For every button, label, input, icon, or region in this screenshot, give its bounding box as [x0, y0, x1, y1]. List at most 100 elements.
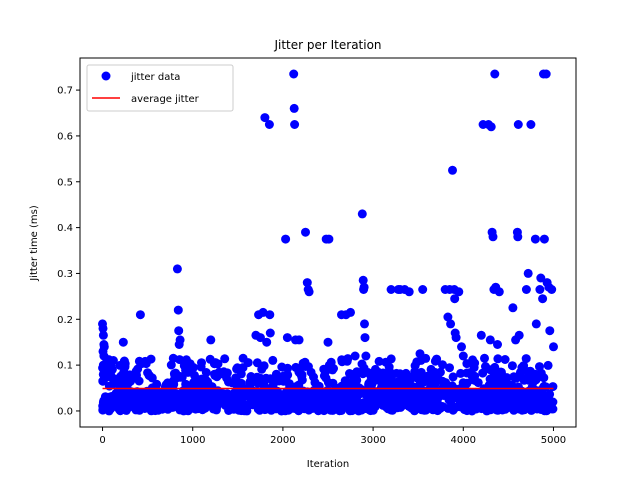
scatter-point — [538, 390, 548, 400]
scatter-point — [124, 393, 134, 402]
x-axis-label: Iteration — [307, 459, 349, 470]
scatter-point — [246, 387, 256, 397]
scatter-point — [214, 389, 224, 399]
scatter-point — [257, 379, 267, 389]
scatter-point — [535, 362, 544, 372]
scatter-point — [513, 232, 523, 242]
x-tick-label: 5000 — [541, 435, 566, 446]
scatter-point — [131, 388, 141, 398]
scatter-point — [140, 394, 150, 404]
scatter-point — [478, 368, 488, 378]
scatter-point — [490, 69, 500, 79]
scatter-point — [418, 285, 428, 294]
y-tick-label: 0.0 — [57, 406, 73, 417]
scatter-point — [106, 404, 116, 414]
scatter-point — [493, 354, 503, 364]
scatter-point — [488, 232, 498, 242]
scatter-point — [523, 391, 533, 401]
scatter-point — [171, 368, 181, 378]
scatter-point — [143, 368, 153, 378]
legend-marker-jitter — [101, 71, 111, 81]
scatter-point — [154, 398, 164, 407]
scatter-point — [494, 287, 504, 297]
scatter-point — [323, 337, 333, 347]
scatter-point — [353, 368, 363, 378]
scatter-point — [448, 372, 458, 382]
scatter-point — [324, 234, 334, 244]
scatter-point — [531, 385, 541, 395]
scatter-point — [283, 370, 293, 380]
scatter-point — [538, 294, 548, 304]
scatter-point — [364, 398, 374, 408]
scatter-point — [297, 394, 307, 404]
scatter-point — [509, 399, 519, 409]
scatter-point — [392, 368, 401, 378]
scatter-point — [535, 285, 545, 294]
scatter-point — [468, 375, 478, 385]
scatter-point — [496, 388, 506, 398]
scatter-point — [168, 382, 178, 392]
scatter-point — [543, 360, 553, 370]
scatter-point — [445, 363, 454, 373]
scatter-point — [384, 362, 394, 372]
scatter-point — [458, 351, 468, 361]
scatter-point — [416, 393, 426, 403]
scatter-point — [372, 395, 382, 405]
scatter-point — [317, 395, 327, 405]
scatter-point — [301, 227, 310, 237]
scatter-point — [461, 404, 471, 413]
scatter-point — [350, 351, 360, 361]
scatter-point — [260, 113, 270, 123]
scatter-point — [509, 382, 518, 392]
scatter-point — [334, 401, 344, 411]
scatter-point — [290, 120, 300, 129]
scatter-point — [549, 342, 558, 352]
scatter-point — [98, 360, 108, 370]
scatter-point — [253, 402, 263, 411]
scatter-point — [289, 103, 299, 113]
scatter-point — [500, 355, 510, 364]
scatter-point — [446, 319, 456, 329]
scatter-point — [258, 307, 268, 317]
scatter-point — [450, 294, 460, 304]
x-tick-label: 0 — [99, 435, 105, 446]
scatter-point — [201, 375, 210, 385]
scatter-point — [252, 358, 262, 368]
scatter-point — [383, 404, 393, 414]
scatter-point — [346, 370, 356, 380]
scatter-point — [515, 367, 525, 377]
scatter-point — [108, 379, 118, 389]
scatter-point — [450, 392, 460, 402]
scatter-point — [432, 387, 441, 397]
scatter-point — [191, 375, 201, 385]
scatter-point — [151, 405, 160, 415]
scatter-point — [193, 404, 203, 414]
scatter-point — [298, 358, 308, 368]
scatter-point — [134, 376, 144, 386]
scatter-point — [451, 333, 461, 343]
scatter-point — [424, 385, 433, 395]
scatter-point — [470, 358, 480, 368]
scatter-point — [347, 406, 357, 416]
scatter-point — [416, 367, 426, 377]
scatter-point — [448, 165, 457, 175]
y-tick-label: 0.6 — [57, 131, 73, 142]
scatter-point — [172, 264, 182, 274]
scatter-point — [521, 285, 531, 294]
scatter-point — [428, 405, 438, 415]
scatter-point — [197, 358, 206, 368]
scatter-point — [386, 354, 396, 364]
y-axis-label: Jitter time (ms) — [29, 205, 40, 282]
scatter-point — [359, 282, 369, 292]
scatter-point — [257, 364, 267, 374]
scatter-point — [326, 405, 336, 415]
scatter-point — [462, 359, 472, 369]
scatter-point — [415, 349, 425, 359]
scatter-point — [200, 403, 210, 413]
scatter-point — [277, 362, 287, 372]
scatter-point — [362, 390, 372, 400]
scatter-point — [476, 330, 486, 340]
scatter-point — [189, 389, 199, 399]
scatter-point — [98, 323, 108, 333]
scatter-point — [424, 397, 434, 407]
